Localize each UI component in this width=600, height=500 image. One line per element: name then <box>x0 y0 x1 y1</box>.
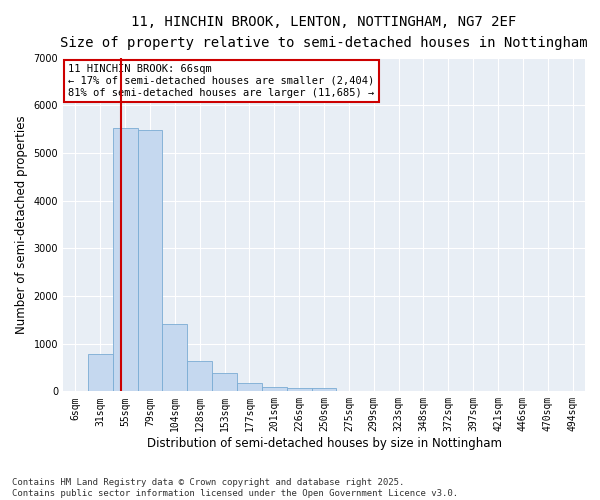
Bar <box>88 354 113 392</box>
Text: 11 HINCHIN BROOK: 66sqm
← 17% of semi-detached houses are smaller (2,404)
81% of: 11 HINCHIN BROOK: 66sqm ← 17% of semi-de… <box>68 64 374 98</box>
Y-axis label: Number of semi-detached properties: Number of semi-detached properties <box>15 115 28 334</box>
Bar <box>287 388 311 392</box>
Bar <box>262 386 287 392</box>
Title: 11, HINCHIN BROOK, LENTON, NOTTINGHAM, NG7 2EF
Size of property relative to semi: 11, HINCHIN BROOK, LENTON, NOTTINGHAM, N… <box>60 15 588 50</box>
Bar <box>113 128 137 392</box>
Text: Contains HM Land Registry data © Crown copyright and database right 2025.
Contai: Contains HM Land Registry data © Crown c… <box>12 478 458 498</box>
X-axis label: Distribution of semi-detached houses by size in Nottingham: Distribution of semi-detached houses by … <box>146 437 502 450</box>
Bar <box>187 362 212 392</box>
Bar <box>237 383 262 392</box>
Bar <box>163 324 187 392</box>
Bar <box>63 390 88 392</box>
Bar <box>311 388 337 392</box>
Bar <box>137 130 163 392</box>
Bar <box>212 372 237 392</box>
